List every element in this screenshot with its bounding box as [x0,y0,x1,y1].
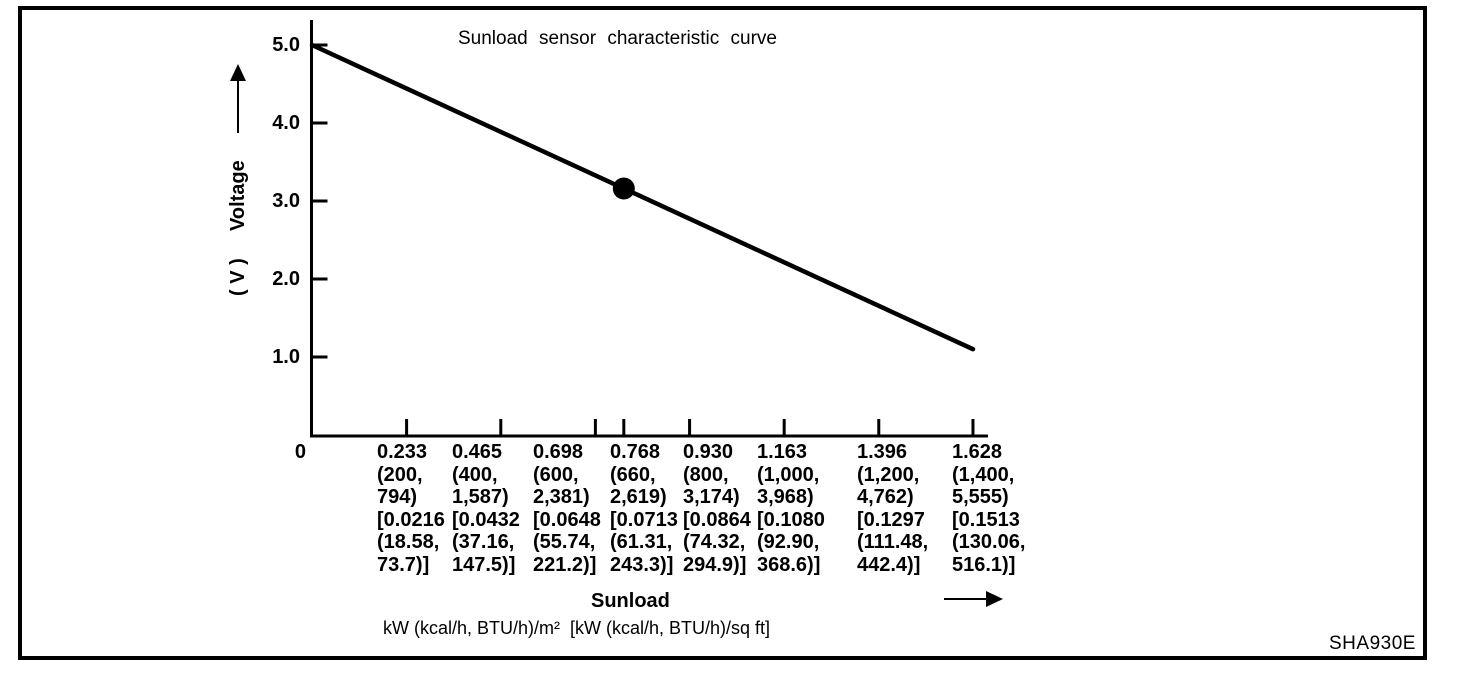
x-axis-ticks [405,419,975,436]
x-tick-label: 1.628 (1,400, 5,555) [0.1513 (130.06, 51… [952,441,1026,576]
x-tick-label: 0.465 (400, 1,587) [0.0432 (37.16, 147.5… [452,441,520,576]
x-tick-label: 0.233 (200, 794) [0.0216 (18.58, 73.7)] [377,441,445,576]
x-origin-label: 0 [294,441,306,463]
marked-data-point [612,177,635,200]
y-axis-unit-label: ( V ) [226,258,249,296]
x-axis-units: kW (kcal/h, BTU/h)/m² [kW (kcal/h, BTU/h… [383,618,771,638]
y-axis-arrow-icon [230,64,246,134]
chart-title: Sunload sensor characteristic curve [458,28,777,49]
y-tick-label: 5.0 [272,34,300,56]
figure-code: SHA930E [1329,633,1416,654]
characteristic-curve-line [309,42,976,352]
y-tick-label: 4.0 [272,112,300,134]
figure-border [18,6,1427,660]
x-tick-label: 0.930 (800, 3,174) [0.0864 (74.32, 294.9… [683,441,751,576]
y-tick-label: 1.0 [272,346,300,368]
y-tick-label: 3.0 [272,190,300,212]
y-axis-label: ( V ) Voltage [223,64,253,296]
y-axis-ticks [311,43,328,359]
y-axis-name-label: Voltage [226,160,249,231]
x-tick-label: 1.396 (1,200, 4,762) [0.1297 (111.48, 44… [857,441,929,576]
y-tick-label: 2.0 [272,268,300,290]
x-tick-label: 0.768 (660, 2,619) [0.0713 (61.31, 243.3… [610,441,678,576]
x-axis-arrow-icon [944,591,1003,607]
x-tick-label: 1.163 (1,000, 3,968) [0.1080 (92.90, 368… [757,441,825,576]
x-axis-label: Sunload [591,590,670,612]
x-tick-label: 0.698 (600, 2,381) [0.0648 (55.74, 221.2… [533,441,601,576]
